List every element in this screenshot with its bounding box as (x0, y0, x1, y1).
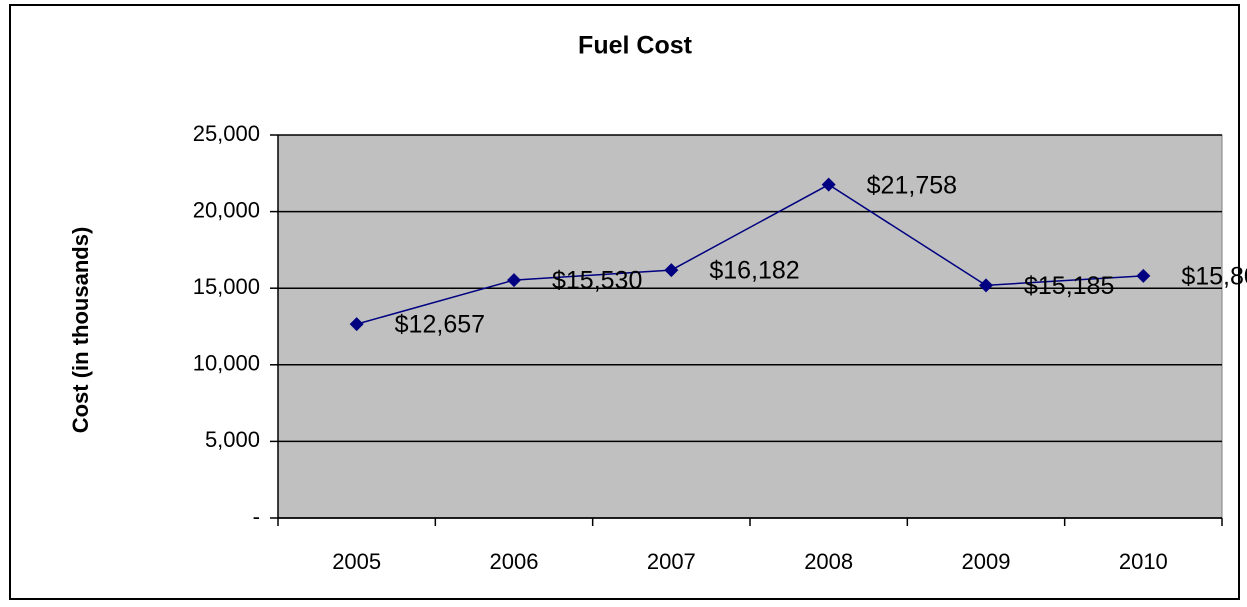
y-tick-label: 20,000 (193, 197, 260, 222)
x-tick-label: 2008 (804, 549, 853, 574)
x-tick-label: 2007 (647, 549, 696, 574)
data-point (821, 177, 836, 192)
chart-title: Fuel Cost (578, 32, 693, 60)
data-label: $15,804 (1181, 262, 1247, 290)
x-tick-label: 2009 (962, 549, 1011, 574)
data-point (1136, 268, 1151, 283)
y-tick-label: 10,000 (193, 351, 260, 376)
data-label: $15,530 (552, 267, 642, 295)
data-label: $15,185 (1024, 272, 1114, 300)
x-tick-label: 2010 (1119, 549, 1168, 574)
data-point (349, 317, 364, 332)
y-tick-label: 5,000 (205, 427, 260, 452)
data-label: $12,657 (395, 311, 485, 339)
y-tick-label: - (253, 504, 260, 529)
y-axis-label: Cost (in thousands) (68, 227, 93, 434)
data-point (664, 263, 679, 278)
data-point (507, 273, 521, 288)
y-tick-label: 25,000 (193, 121, 260, 146)
data-label: $21,758 (867, 171, 957, 199)
data-line (356, 183, 1144, 325)
data-label: $16,182 (709, 257, 799, 285)
x-tick-label: 2006 (490, 549, 539, 574)
y-tick-label: 15,000 (193, 274, 260, 299)
data-point (979, 278, 993, 293)
plot-area (277, 134, 1223, 519)
x-tick-label: 2005 (332, 549, 381, 574)
